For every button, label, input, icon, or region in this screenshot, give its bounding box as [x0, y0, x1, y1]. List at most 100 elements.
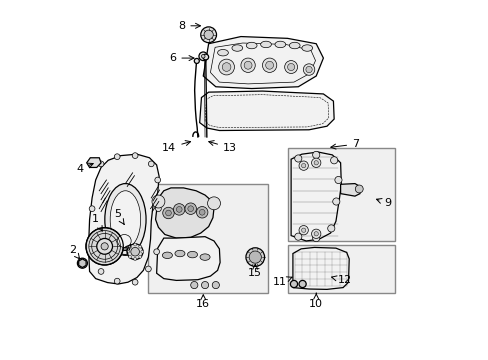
Polygon shape — [155, 188, 214, 238]
Circle shape — [194, 58, 199, 63]
Ellipse shape — [133, 257, 136, 260]
Circle shape — [290, 280, 297, 288]
Circle shape — [312, 151, 319, 158]
Text: 10: 10 — [308, 293, 323, 309]
Circle shape — [313, 231, 318, 236]
Polygon shape — [156, 237, 220, 280]
Circle shape — [327, 225, 334, 232]
Ellipse shape — [117, 234, 131, 247]
Circle shape — [145, 266, 151, 272]
Circle shape — [287, 63, 294, 71]
Ellipse shape — [110, 191, 141, 248]
Circle shape — [312, 234, 319, 242]
Circle shape — [199, 210, 204, 215]
Circle shape — [165, 210, 171, 216]
Text: 2: 2 — [69, 245, 80, 259]
Circle shape — [301, 163, 305, 168]
Polygon shape — [340, 184, 359, 196]
Polygon shape — [203, 37, 323, 89]
Ellipse shape — [114, 231, 134, 250]
Circle shape — [212, 282, 219, 289]
Ellipse shape — [246, 42, 257, 49]
Circle shape — [153, 249, 159, 255]
Circle shape — [196, 207, 207, 218]
Ellipse shape — [289, 42, 300, 49]
Text: 8: 8 — [178, 21, 200, 31]
Circle shape — [203, 30, 213, 40]
Ellipse shape — [217, 49, 228, 56]
Circle shape — [132, 153, 138, 158]
Circle shape — [355, 185, 363, 193]
Circle shape — [311, 158, 320, 167]
Circle shape — [155, 177, 160, 183]
Ellipse shape — [104, 184, 146, 255]
Text: 3: 3 — [121, 244, 131, 257]
Polygon shape — [88, 154, 159, 284]
Ellipse shape — [128, 255, 131, 258]
Circle shape — [298, 161, 308, 170]
Circle shape — [86, 228, 123, 265]
Circle shape — [201, 27, 216, 42]
Circle shape — [298, 226, 308, 235]
Circle shape — [89, 234, 95, 240]
Polygon shape — [290, 152, 341, 241]
Ellipse shape — [274, 41, 285, 48]
Circle shape — [265, 61, 273, 69]
Polygon shape — [79, 259, 86, 267]
Circle shape — [155, 206, 161, 212]
Ellipse shape — [139, 245, 142, 248]
Bar — [287, 148, 394, 241]
Circle shape — [114, 154, 120, 159]
Circle shape — [334, 176, 341, 184]
Circle shape — [303, 64, 314, 75]
Text: 15: 15 — [248, 264, 262, 278]
Circle shape — [176, 207, 182, 212]
Circle shape — [222, 63, 230, 71]
Circle shape — [199, 52, 207, 60]
Circle shape — [203, 54, 208, 60]
Ellipse shape — [139, 255, 142, 258]
Polygon shape — [199, 91, 333, 131]
Circle shape — [89, 206, 95, 212]
Circle shape — [127, 244, 142, 260]
Text: 7: 7 — [330, 139, 359, 149]
Circle shape — [241, 58, 255, 72]
Text: 12: 12 — [331, 275, 351, 285]
Circle shape — [173, 204, 184, 215]
Bar — [147, 184, 267, 293]
Circle shape — [152, 195, 164, 208]
Text: 1: 1 — [92, 215, 102, 231]
Circle shape — [187, 206, 193, 212]
Text: 14: 14 — [162, 141, 190, 153]
Ellipse shape — [187, 251, 197, 258]
Ellipse shape — [133, 243, 136, 246]
Circle shape — [298, 280, 305, 288]
Circle shape — [313, 161, 318, 165]
Circle shape — [184, 203, 196, 215]
Circle shape — [294, 155, 301, 162]
Circle shape — [98, 161, 104, 167]
Circle shape — [301, 228, 305, 232]
Circle shape — [201, 282, 208, 289]
Circle shape — [114, 278, 120, 284]
Circle shape — [148, 161, 154, 167]
Ellipse shape — [200, 254, 210, 260]
Circle shape — [294, 233, 301, 240]
Circle shape — [131, 247, 139, 256]
Circle shape — [262, 58, 276, 72]
Ellipse shape — [126, 250, 129, 253]
Ellipse shape — [249, 251, 261, 263]
Polygon shape — [86, 158, 101, 167]
Circle shape — [305, 66, 311, 73]
Circle shape — [332, 198, 339, 205]
Ellipse shape — [141, 250, 143, 253]
Circle shape — [132, 279, 138, 285]
Ellipse shape — [231, 45, 242, 51]
Ellipse shape — [301, 45, 312, 51]
Ellipse shape — [245, 248, 264, 266]
Circle shape — [97, 238, 112, 254]
Polygon shape — [292, 247, 348, 289]
Text: 4: 4 — [76, 163, 93, 174]
Circle shape — [244, 61, 251, 69]
Circle shape — [284, 60, 297, 73]
